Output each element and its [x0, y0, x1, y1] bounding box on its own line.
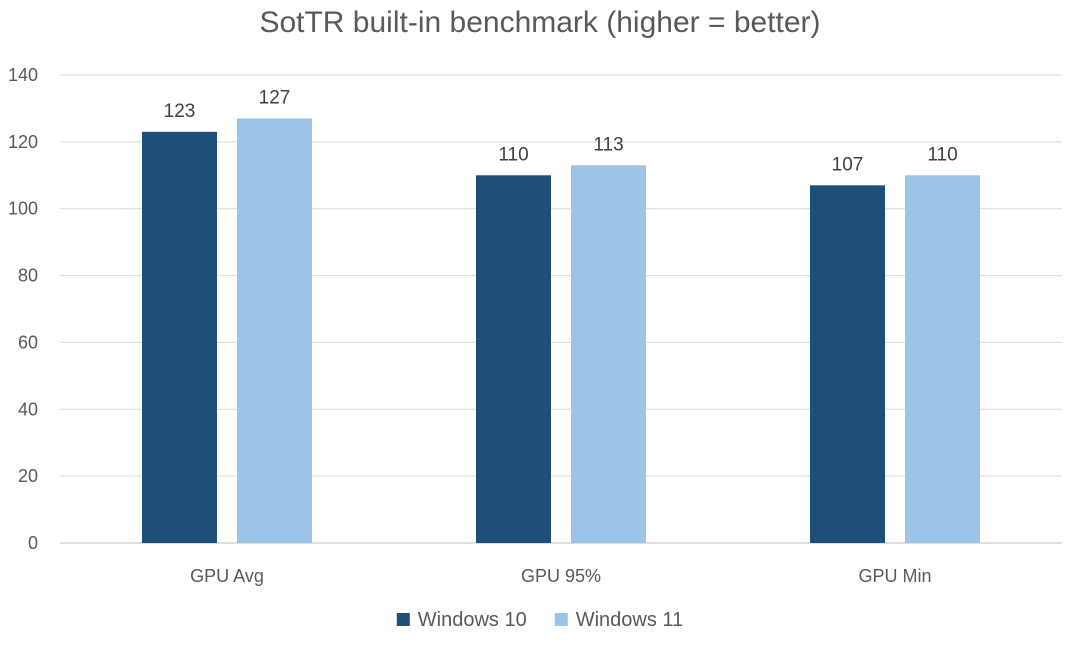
y-tick-label: 120	[8, 132, 38, 152]
data-labels: 123 127 110 113 107 110	[164, 87, 958, 175]
data-label: 123	[164, 101, 196, 122]
x-axis-ticks: GPU Avg GPU 95% GPU Min	[190, 566, 931, 586]
gridlines	[60, 74, 1062, 544]
data-label: 107	[832, 154, 864, 175]
x-tick-label: GPU Min	[858, 566, 931, 586]
y-tick-label: 140	[8, 65, 38, 85]
legend-item-windows-11: Windows 11	[554, 609, 683, 631]
bar-windows-10-gpu-95-	[476, 175, 551, 544]
y-tick-label: 40	[18, 399, 38, 419]
legend: Windows 10 Windows 11	[396, 609, 683, 631]
y-tick-label: 0	[28, 533, 38, 553]
legend-label: Windows 10	[418, 609, 527, 631]
data-label: 110	[498, 144, 528, 165]
y-tick-label: 20	[18, 466, 38, 486]
bar-windows-10-gpu-min	[810, 185, 885, 544]
bar-windows-11-gpu-95-	[571, 165, 646, 543]
legend-swatch	[396, 613, 410, 626]
chart-title: SotTR built-in benchmark (higher = bette…	[259, 6, 820, 39]
data-label: 110	[927, 144, 957, 165]
bars	[142, 118, 980, 544]
legend-item-windows-10: Windows 10	[396, 609, 527, 631]
data-label: 113	[593, 134, 623, 155]
legend-label: Windows 11	[576, 609, 683, 631]
bar-windows-10-gpu-avg	[142, 131, 217, 544]
bar-windows-11-gpu-avg	[237, 118, 312, 543]
y-axis-ticks: 0 20 40 60 80 100 120 140	[8, 65, 38, 553]
bar-windows-11-gpu-min	[905, 175, 980, 544]
y-tick-label: 80	[18, 266, 38, 286]
x-tick-label: GPU 95%	[521, 566, 601, 586]
y-tick-label: 100	[8, 199, 38, 219]
y-tick-label: 60	[18, 332, 38, 352]
x-tick-label: GPU Avg	[190, 566, 264, 586]
data-label: 127	[259, 87, 291, 108]
legend-swatch	[554, 613, 568, 626]
